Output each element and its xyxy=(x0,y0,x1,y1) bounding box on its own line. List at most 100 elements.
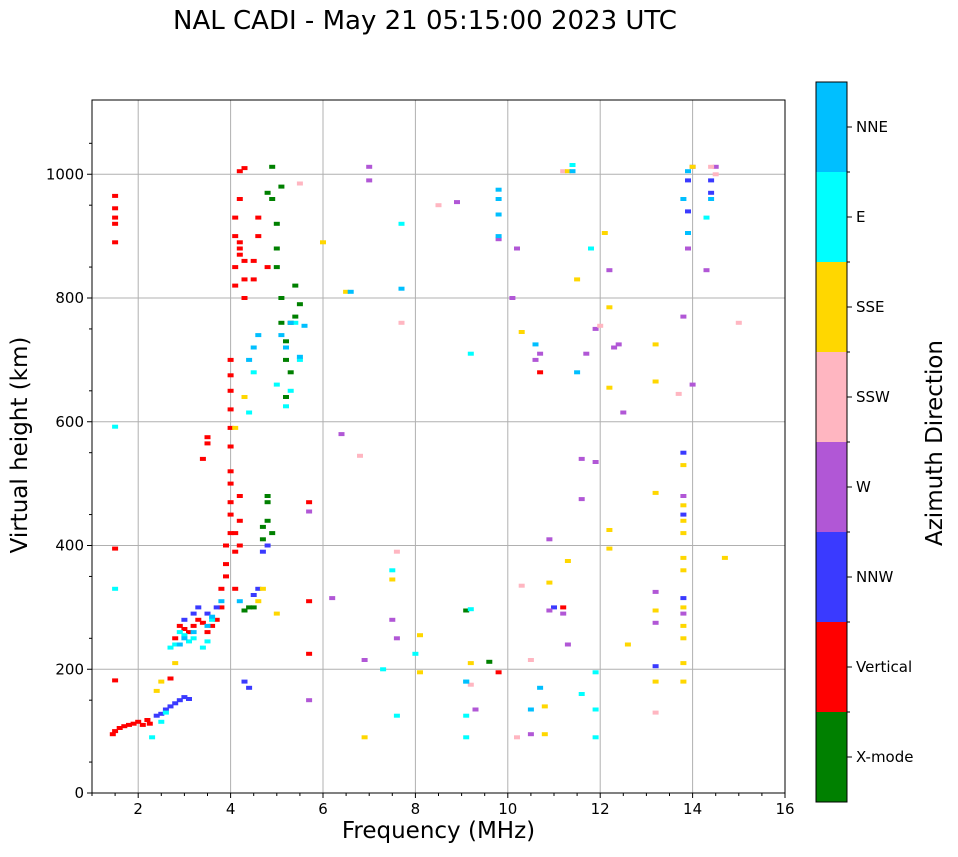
y-tick-label: 0 xyxy=(74,784,84,802)
point-e xyxy=(199,645,206,650)
point-nne xyxy=(190,630,197,635)
point-e xyxy=(176,630,183,635)
x-tick-label: 8 xyxy=(411,800,421,818)
point-e xyxy=(296,357,303,362)
point-e xyxy=(112,424,119,429)
point-ssw xyxy=(735,320,742,325)
point-vertical xyxy=(167,676,174,681)
point-sse xyxy=(172,661,179,666)
point-sse xyxy=(680,503,687,508)
point-sse xyxy=(680,661,687,666)
point-nne xyxy=(569,169,576,174)
point-w xyxy=(546,608,553,613)
point-vertical xyxy=(227,481,234,486)
point-x-mode xyxy=(292,283,299,288)
point-nnw xyxy=(172,701,179,706)
point-x-mode xyxy=(278,184,285,189)
point-sse xyxy=(158,679,165,684)
point-nne xyxy=(574,370,581,375)
point-w xyxy=(592,326,599,331)
point-nne xyxy=(495,234,502,239)
point-w xyxy=(652,589,659,594)
point-sse xyxy=(652,679,659,684)
point-ssw xyxy=(357,453,363,458)
point-x-mode xyxy=(241,608,248,613)
point-nnw xyxy=(190,611,197,616)
point-sse xyxy=(389,577,396,582)
point-sse xyxy=(680,555,687,560)
point-sse xyxy=(564,169,571,174)
point-w xyxy=(546,537,553,542)
point-w xyxy=(514,246,520,251)
x-tick-label: 2 xyxy=(133,800,143,818)
point-nnw xyxy=(213,605,220,610)
colorbar-tick-label: Vertical xyxy=(856,658,912,676)
point-vertical xyxy=(227,407,234,412)
point-e xyxy=(158,719,165,724)
point-e xyxy=(467,351,474,356)
point-w xyxy=(366,164,373,169)
point-e xyxy=(569,163,576,167)
y-tick-label: 600 xyxy=(55,413,84,431)
colorbar-tick-label: W xyxy=(856,478,871,496)
point-sse xyxy=(241,395,248,399)
point-sse xyxy=(680,518,687,523)
point-e xyxy=(592,670,599,675)
point-w xyxy=(393,636,400,641)
colorbar-segment xyxy=(816,352,847,442)
point-nnw xyxy=(680,596,687,601)
point-x-mode xyxy=(287,370,294,375)
point-w xyxy=(338,432,345,437)
point-e xyxy=(292,320,299,325)
point-w xyxy=(532,357,539,362)
point-sse xyxy=(680,531,687,536)
point-vertical xyxy=(250,258,257,263)
point-nnw xyxy=(708,178,715,183)
point-vertical xyxy=(495,670,502,675)
point-e xyxy=(703,215,710,220)
point-e xyxy=(393,713,400,718)
point-e xyxy=(209,617,216,622)
point-ssw xyxy=(597,323,604,328)
colorbar-segment xyxy=(816,622,847,712)
point-w xyxy=(578,456,585,461)
point-w xyxy=(329,596,336,601)
point-vertical xyxy=(172,636,179,641)
point-sse xyxy=(652,608,659,613)
point-nne xyxy=(209,614,216,619)
point-e xyxy=(412,651,419,656)
point-e xyxy=(463,735,470,740)
point-w xyxy=(689,382,696,387)
point-sse xyxy=(320,240,326,245)
point-vertical xyxy=(112,193,119,198)
colorbar-segment xyxy=(816,172,847,262)
point-nnw xyxy=(685,178,691,183)
point-sse xyxy=(680,623,687,628)
point-e xyxy=(578,692,585,696)
point-vertical xyxy=(232,215,239,220)
point-x-mode xyxy=(296,302,303,307)
point-w xyxy=(685,246,691,251)
point-e xyxy=(112,586,119,591)
point-x-mode xyxy=(264,494,271,498)
point-nnw xyxy=(259,549,266,554)
point-nne xyxy=(250,345,257,350)
point-vertical xyxy=(236,169,243,174)
point-e xyxy=(588,246,594,251)
point-nne xyxy=(176,642,183,647)
colorbar-segment xyxy=(816,442,847,532)
point-sse xyxy=(689,164,696,169)
point-nnw xyxy=(153,713,160,718)
point-nnw xyxy=(255,586,262,591)
point-x-mode xyxy=(273,246,280,251)
point-vertical xyxy=(227,512,234,517)
point-vertical xyxy=(146,721,153,726)
y-tick-label: 400 xyxy=(55,537,84,555)
colorbar-tick-label: X-mode xyxy=(856,748,913,766)
point-nne xyxy=(708,197,715,201)
point-w xyxy=(578,497,585,502)
point-ssw xyxy=(435,203,442,208)
point-vertical xyxy=(306,651,313,656)
point-e xyxy=(186,639,192,644)
point-x-mode xyxy=(486,659,493,664)
